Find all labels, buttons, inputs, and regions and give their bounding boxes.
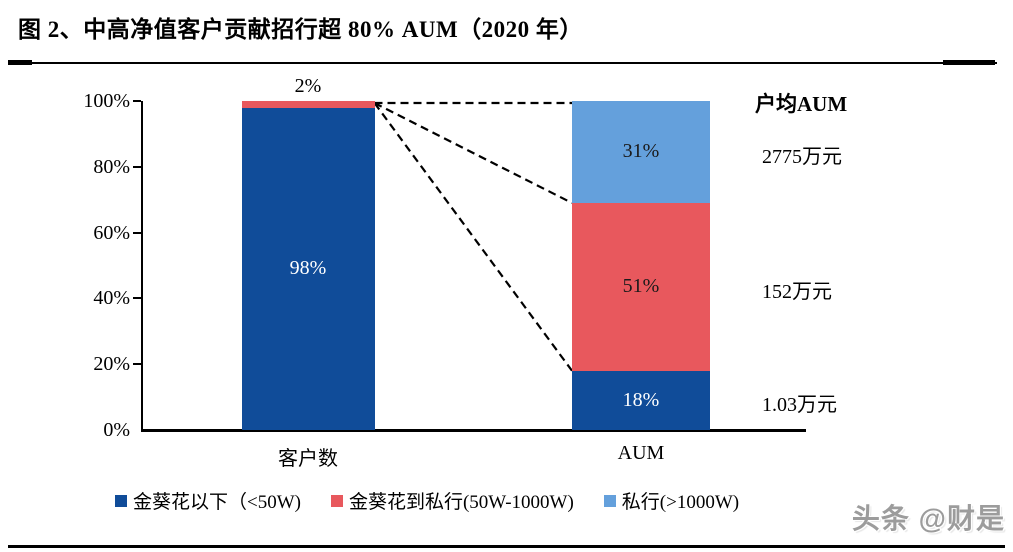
y-tick-mark [133, 231, 141, 234]
bar-segment: 51% [572, 202, 710, 371]
bar-segment: 18% [572, 370, 710, 430]
y-tick-mark [133, 100, 141, 102]
y-tick-label: 100% [83, 90, 130, 112]
y-tick-mark [133, 363, 141, 366]
figure-title: 图 2、中高净值客户贡献招行超 80% AUM（2020 年） [18, 17, 583, 42]
x-axis-line [141, 429, 806, 432]
x-category-label: 客户数 [278, 448, 338, 470]
legend-item: 金葵花到私行(50W-1000W) [330, 487, 574, 514]
legend-swatch [330, 494, 343, 507]
bar-segment: 98% [241, 107, 375, 430]
y-tick-label: 60% [93, 221, 130, 244]
legend-swatch [115, 494, 127, 507]
y-tick-label: 0% [103, 419, 130, 441]
legend: 金葵花以下（<50W) 金葵花到私行(50W-1000W) 私行(>1000W) [115, 487, 739, 514]
dashed-connector-line [374, 102, 573, 204]
legend-label: 金葵花到私行(50W-1000W) [348, 492, 574, 513]
avg-aum-value: 152万元 [762, 280, 832, 303]
segment-value-label: 51% [622, 275, 660, 298]
y-tick-label: 80% [93, 155, 130, 178]
legend-item: 私行(>1000W) [603, 487, 740, 514]
x-category-label: AUM [617, 442, 665, 464]
y-tick-mark [133, 297, 141, 300]
y-tick-label: 40% [93, 287, 130, 310]
y-tick-label: 20% [93, 353, 130, 376]
segment-value-label: 31% [622, 140, 660, 163]
dashed-connector-line [373, 102, 573, 372]
segment-value-label-outside: 2% [294, 75, 322, 97]
legend-swatch [603, 494, 616, 507]
watermark: 头条 @财是 [851, 503, 1005, 534]
legend-label: 私行(>1000W) [621, 492, 740, 513]
bottom-rule [8, 545, 1005, 548]
bar-segment [241, 101, 375, 108]
y-axis-line [141, 101, 143, 431]
segment-value-label: 98% [289, 257, 327, 280]
segment-value-label: 18% [622, 388, 660, 411]
legend-label: 金葵花以下（<50W) [133, 492, 301, 513]
avg-aum-header: 户均AUM [755, 92, 848, 116]
title-rule-right [943, 60, 995, 65]
title-rule [8, 62, 997, 64]
y-tick-mark [133, 165, 141, 168]
legend-item: 金葵花以下（<50W) [115, 487, 301, 514]
avg-aum-value: 2775万元 [762, 145, 842, 168]
avg-aum-value: 1.03万元 [762, 394, 837, 417]
bar-segment: 31% [572, 101, 710, 203]
